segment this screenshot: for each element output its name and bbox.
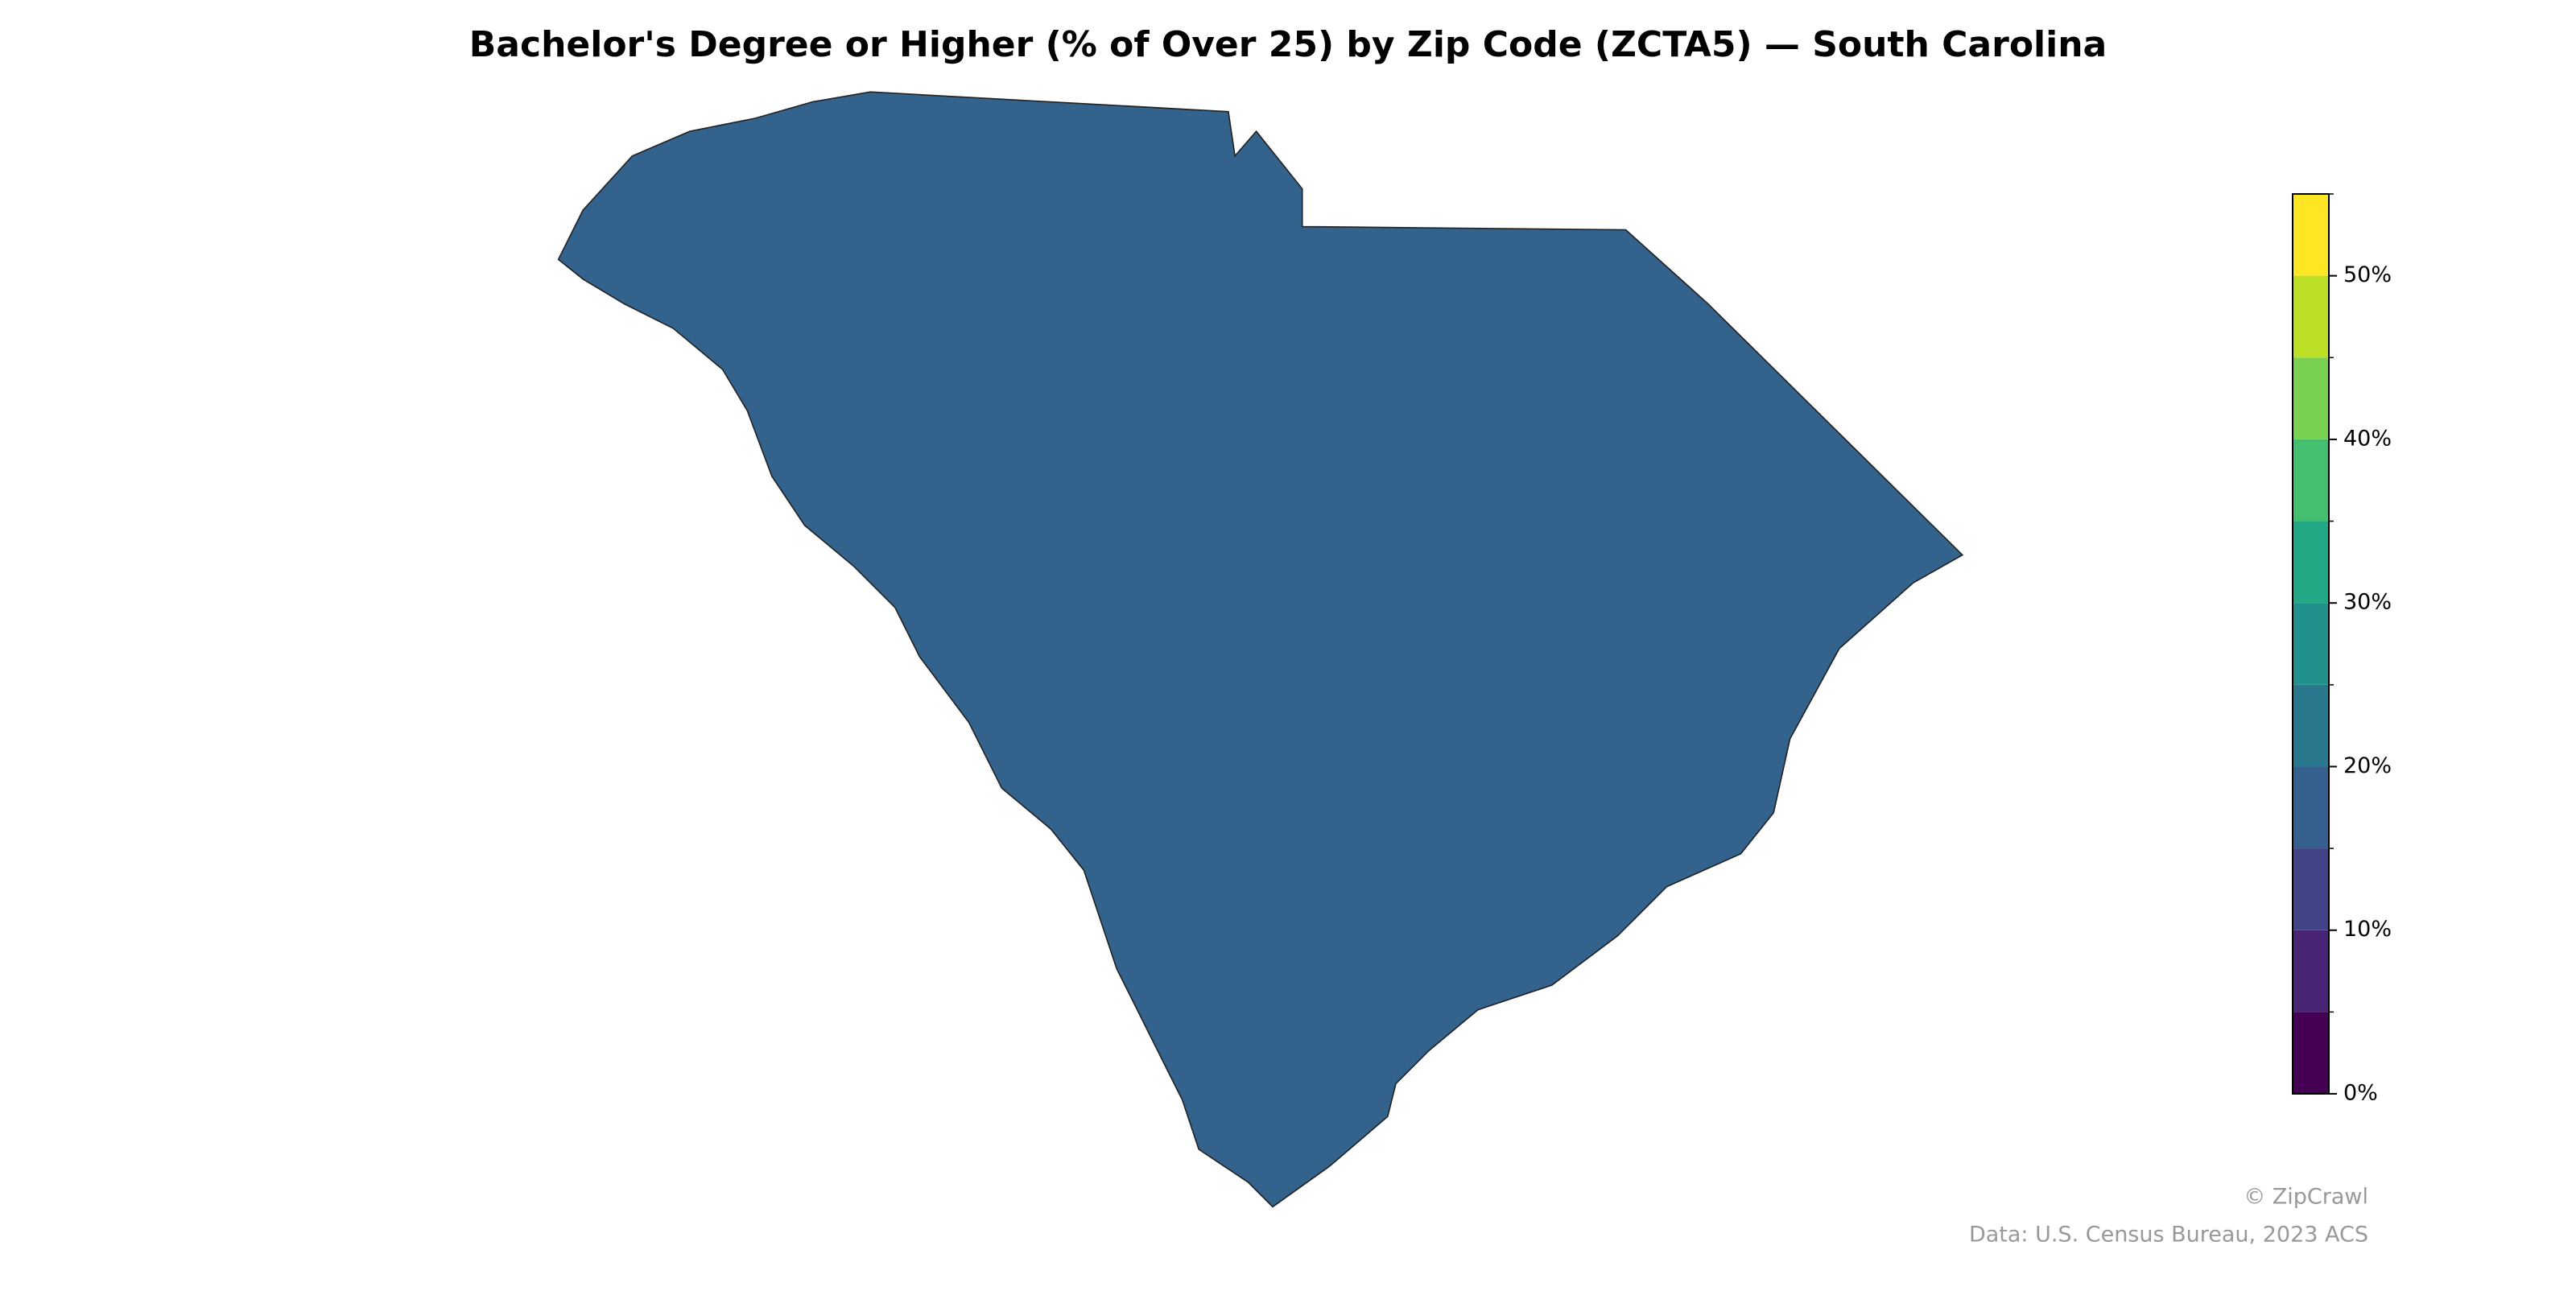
tick-label: 10% bbox=[2343, 917, 2392, 942]
colorbar-segment bbox=[2293, 1012, 2329, 1094]
colorbar-segment bbox=[2293, 603, 2329, 685]
colorbar-segment bbox=[2293, 439, 2329, 522]
credit: © ZipCrawl bbox=[2244, 1185, 2368, 1210]
tick-label: 50% bbox=[2343, 262, 2392, 287]
source-note: Data: U.S. Census Bureau, 2023 ACS bbox=[1969, 1223, 2368, 1248]
tick-label: 0% bbox=[2343, 1081, 2378, 1106]
tick-label: 20% bbox=[2343, 753, 2392, 778]
colorbar-segment bbox=[2293, 357, 2329, 439]
colorbar-segment bbox=[2293, 194, 2329, 276]
colorbar-segment bbox=[2293, 275, 2329, 358]
colorbar-frame bbox=[2292, 193, 2330, 1095]
colorbar-segment bbox=[2293, 684, 2329, 767]
state-map bbox=[557, 91, 1964, 1208]
colorbar-segment bbox=[2293, 521, 2329, 604]
colorbar-segment bbox=[2293, 848, 2329, 930]
colorbar-segment bbox=[2293, 930, 2329, 1013]
tick-label: 40% bbox=[2343, 426, 2392, 451]
tick-label: 30% bbox=[2343, 590, 2392, 615]
colorbar-segment bbox=[2293, 766, 2329, 849]
state-outline bbox=[557, 91, 1964, 1208]
colorbar: 0% 10% 20% 30% 40% 50% bbox=[2292, 193, 2392, 1106]
map-title: Bachelor's Degree or Higher (% of Over 2… bbox=[469, 24, 2107, 65]
